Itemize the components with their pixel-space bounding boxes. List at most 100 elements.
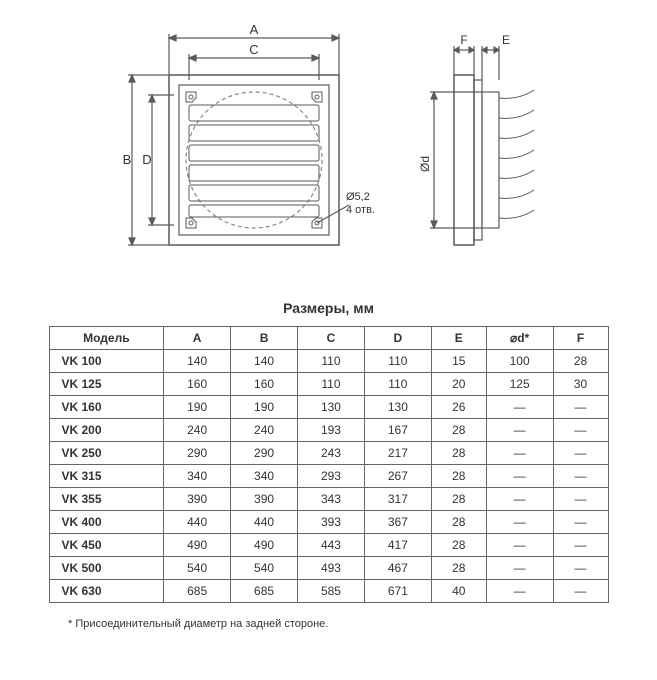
table-title: Размеры, мм [20, 300, 637, 316]
cell-value: 340 [231, 465, 298, 488]
cell-value: 190 [231, 396, 298, 419]
cell-value: — [486, 442, 553, 465]
col-header: B [231, 327, 298, 350]
cell-value: 110 [364, 373, 431, 396]
cell-value: — [553, 396, 608, 419]
cell-value: — [486, 396, 553, 419]
cell-value: 685 [231, 580, 298, 603]
cell-value: — [553, 534, 608, 557]
table-row: VK 35539039034331728—— [49, 488, 608, 511]
cell-value: — [553, 488, 608, 511]
cell-value: 540 [164, 557, 231, 580]
cell-value: 28 [431, 442, 486, 465]
cell-value: — [553, 580, 608, 603]
dim-label-d: D [142, 152, 151, 167]
cell-value: 490 [231, 534, 298, 557]
cell-value: 217 [364, 442, 431, 465]
front-view-drawing: A C B D [114, 20, 374, 270]
cell-value: 393 [298, 511, 365, 534]
cell-value: 160 [164, 373, 231, 396]
cell-value: — [553, 557, 608, 580]
col-header: Модель [49, 327, 164, 350]
cell-value: — [553, 511, 608, 534]
cell-value: 390 [231, 488, 298, 511]
cell-value: 167 [364, 419, 431, 442]
dim-label-e: E [502, 33, 510, 47]
cell-value: 443 [298, 534, 365, 557]
table-row: VK 1001401401101101510028 [49, 350, 608, 373]
table-row: VK 31534034029326728—— [49, 465, 608, 488]
table-row: VK 16019019013013026—— [49, 396, 608, 419]
cell-value: 293 [298, 465, 365, 488]
cell-model: VK 450 [49, 534, 164, 557]
table-row: VK 20024024019316728—— [49, 419, 608, 442]
cell-value: 20 [431, 373, 486, 396]
cell-value: 28 [431, 488, 486, 511]
cell-value: 110 [298, 350, 365, 373]
cell-value: 240 [164, 419, 231, 442]
cell-value: 125 [486, 373, 553, 396]
dim-label-b: B [122, 152, 131, 167]
cell-value: — [486, 465, 553, 488]
cell-model: VK 315 [49, 465, 164, 488]
cell-value: 290 [164, 442, 231, 465]
cell-value: 390 [164, 488, 231, 511]
cell-value: 190 [164, 396, 231, 419]
cell-value: 243 [298, 442, 365, 465]
col-header: A [164, 327, 231, 350]
cell-value: — [553, 419, 608, 442]
dim-label-a: A [249, 22, 258, 37]
cell-value: 140 [231, 350, 298, 373]
cell-model: VK 500 [49, 557, 164, 580]
cell-value: 417 [364, 534, 431, 557]
cell-value: 440 [231, 511, 298, 534]
cell-value: 28 [553, 350, 608, 373]
cell-value: 267 [364, 465, 431, 488]
cell-value: 160 [231, 373, 298, 396]
dim-label-c: C [249, 42, 258, 57]
cell-value: 440 [164, 511, 231, 534]
cell-value: 671 [364, 580, 431, 603]
cell-value: — [553, 465, 608, 488]
cell-value: 290 [231, 442, 298, 465]
dim-label-f: F [460, 33, 467, 47]
table-row: VK 25029029024321728—— [49, 442, 608, 465]
cell-model: VK 400 [49, 511, 164, 534]
cell-value: 343 [298, 488, 365, 511]
col-header: E [431, 327, 486, 350]
cell-value: 30 [553, 373, 608, 396]
hole-note-diameter: Ø5,2 [346, 191, 370, 203]
cell-value: — [486, 419, 553, 442]
cell-value: — [553, 442, 608, 465]
cell-model: VK 125 [49, 373, 164, 396]
cell-value: 110 [364, 350, 431, 373]
table-row: VK 1251601601101102012530 [49, 373, 608, 396]
cell-value: 28 [431, 465, 486, 488]
cell-value: 110 [298, 373, 365, 396]
cell-value: 490 [164, 534, 231, 557]
cell-value: 28 [431, 511, 486, 534]
cell-value: 540 [231, 557, 298, 580]
table-row: VK 40044044039336728—— [49, 511, 608, 534]
table-row: VK 45049049044341728—— [49, 534, 608, 557]
technical-drawings: A C B D [20, 20, 637, 270]
cell-model: VK 250 [49, 442, 164, 465]
cell-value: — [486, 488, 553, 511]
cell-value: 367 [364, 511, 431, 534]
cell-model: VK 355 [49, 488, 164, 511]
cell-value: 130 [298, 396, 365, 419]
cell-value: 140 [164, 350, 231, 373]
cell-value: — [486, 557, 553, 580]
cell-value: 340 [164, 465, 231, 488]
cell-value: — [486, 511, 553, 534]
col-header: ⌀d* [486, 327, 553, 350]
cell-value: 100 [486, 350, 553, 373]
col-header: F [553, 327, 608, 350]
cell-value: 26 [431, 396, 486, 419]
table-row: VK 50054054049346728—— [49, 557, 608, 580]
cell-value: 193 [298, 419, 365, 442]
hole-note-count: 4 отв. [346, 204, 374, 216]
dimensions-table: Модель A B C D E ⌀d* F VK 10014014011011… [49, 326, 609, 603]
cell-value: 130 [364, 396, 431, 419]
cell-model: VK 200 [49, 419, 164, 442]
